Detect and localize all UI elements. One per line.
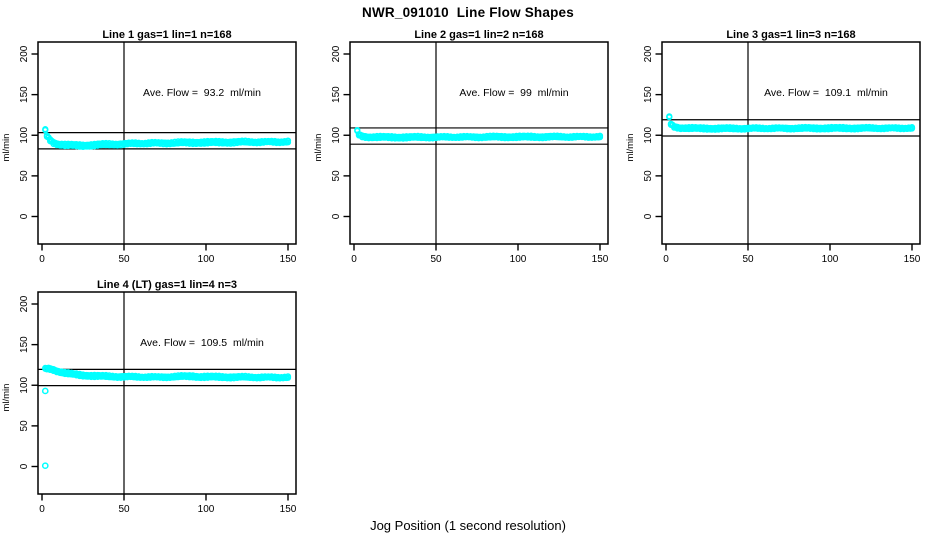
x-axis-tick-label: 50: [118, 254, 130, 265]
subplot-line-4: 0 50 100 150 200 ml/min 0 50 100 150 Line 4 (LT) …: [0, 279, 312, 532]
y-axis-tick-label: 150: [331, 86, 342, 103]
x-axis-tick-label: 0: [351, 254, 357, 265]
plot-box: [661, 41, 921, 245]
y-axis-tick-label: 0: [643, 213, 654, 219]
subplot-line-3: 0 50 100 150 200 ml/min 0 50 100 150 Line 3 gas=1…: [624, 29, 936, 282]
y-axis-tick-label: 200: [19, 295, 30, 312]
x-axis-tick-label: 150: [904, 254, 921, 265]
y-axis-tick-label: 50: [643, 170, 654, 182]
subplot-line-4-plot-area: 0 50 100 150 200 ml/min 0 50 100 150: [1, 291, 297, 515]
y-axis-tick-label: 150: [19, 336, 30, 353]
y-axis-tick-label: 100: [331, 126, 342, 143]
plot-box: [37, 41, 297, 245]
y-axis-tick-label: 200: [643, 45, 654, 62]
x-axis-tick-label: 100: [198, 254, 215, 265]
y-axis-tick-label: 0: [19, 213, 30, 219]
figure-title: NWR_091010 Line Flow Shapes: [362, 5, 574, 20]
subplot-line-4-ave-flow-annotation: Ave. Flow = 109.5 ml/min: [140, 337, 264, 349]
x-axis-shared-label: Jog Position (1 second resolution): [370, 518, 566, 533]
plot-box: [349, 41, 609, 245]
x-axis-tick-label: 50: [430, 254, 442, 265]
x-axis-tick-label: 150: [592, 254, 609, 265]
subplot-line-1: 0 50 100 150 200 ml/min 0 50 100 150 Line 1 gas=1…: [0, 29, 312, 282]
y-axis-tick-label: 200: [19, 45, 30, 62]
subplot-line-2-title: Line 2 gas=1 lin=2 n=168: [414, 29, 544, 41]
y-axis-title: ml/min: [625, 134, 636, 162]
x-axis-tick-label: 0: [39, 254, 45, 265]
y-axis-tick-label: 50: [19, 170, 30, 182]
y-axis-tick-label: 150: [643, 86, 654, 103]
scatter-points: [42, 126, 292, 150]
scatter-points: [354, 126, 604, 142]
outlier-point: [41, 462, 49, 470]
subplot-line-1-ave-flow-annotation: Ave. Flow = 93.2 ml/min: [143, 87, 261, 99]
x-axis-tick-label: 50: [118, 504, 130, 515]
y-axis-tick-label: 50: [19, 420, 30, 432]
subplot-line-3-ave-flow-annotation: Ave. Flow = 109.1 ml/min: [764, 87, 888, 99]
x-axis-tick-label: 100: [198, 504, 215, 515]
y-axis-title: ml/min: [1, 134, 12, 162]
x-axis-tick-label: 150: [280, 254, 297, 265]
subplot-line-2-plot-area: 0 50 100 150 200 ml/min 0 50 100 150: [313, 41, 609, 265]
y-axis-tick-label: 0: [19, 463, 30, 469]
y-axis-tick-label: 150: [19, 86, 30, 103]
scatter-points: [41, 364, 292, 470]
x-axis-tick-label: 0: [39, 504, 45, 515]
subplot-line-3-plot-area: 0 50 100 150 200 ml/min 0 50 100 150: [625, 41, 921, 265]
x-axis-tick-label: 100: [510, 254, 527, 265]
subplot-line-3-title: Line 3 gas=1 lin=3 n=168: [726, 29, 856, 41]
subplot-line-1-title: Line 1 gas=1 lin=1 n=168: [102, 29, 232, 41]
x-axis-tick-label: 150: [280, 504, 297, 515]
y-axis-tick-label: 50: [331, 170, 342, 182]
subplot-line-2: 0 50 100 150 200 ml/min 0 50 100 150 Line 2 gas=1…: [312, 29, 624, 282]
y-axis-tick-label: 0: [331, 213, 342, 219]
y-axis-tick-label: 100: [643, 126, 654, 143]
y-axis-title: ml/min: [1, 384, 12, 412]
plot-box: [37, 291, 297, 495]
x-axis-tick-label: 100: [822, 254, 839, 265]
y-axis-title: ml/min: [313, 134, 324, 162]
x-axis-tick-label: 50: [742, 254, 754, 265]
y-axis-tick-label: 100: [19, 126, 30, 143]
subplot-line-2-ave-flow-annotation: Ave. Flow = 99 ml/min: [459, 87, 569, 99]
subplot-line-4-title: Line 4 (LT) gas=1 lin=4 n=3: [96, 279, 238, 291]
x-axis-tick-label: 0: [663, 254, 669, 265]
outlier-point: [41, 387, 49, 395]
y-axis-tick-label: 100: [19, 376, 30, 393]
y-axis-tick-label: 200: [331, 45, 342, 62]
subplot-line-1-plot-area: 0 50 100 150 200 ml/min 0 50 100 150: [1, 41, 297, 265]
scatter-points: [666, 113, 916, 133]
